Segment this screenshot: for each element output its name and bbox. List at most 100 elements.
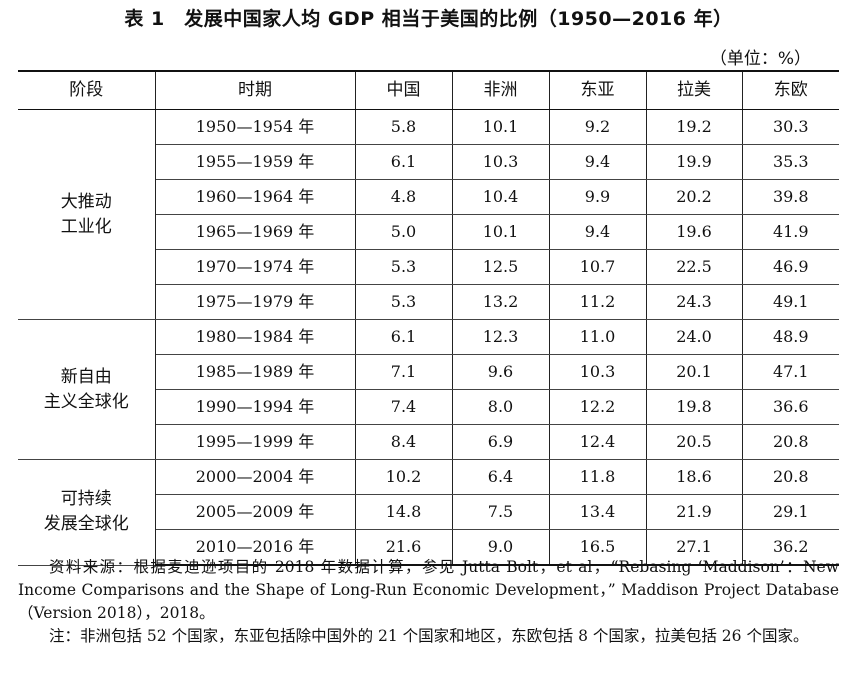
value-cell: 39.8 (741, 179, 839, 215)
unit-label: （单位：%） (709, 49, 811, 69)
value-cell: 20.5 (645, 424, 743, 460)
value-cell: 8.0 (451, 389, 550, 425)
footnote: 注：非洲包括 52 个国家，东亚包括除中国外的 21 个国家和地区，东欧包括 8… (49, 627, 809, 645)
table-row: 可持续 发展全球化 2000—2004 年 10.2 6.4 11.8 18.6 20.8 (18, 459, 839, 566)
value-cell: 7.4 (354, 389, 453, 425)
stage-cell: 新自由 主义全球化 (18, 319, 156, 460)
value-cell: 6.9 (451, 424, 550, 460)
value-cell: 27.1 (645, 529, 743, 566)
value-cell: 12.3 (451, 319, 550, 355)
value-cell: 12.2 (548, 389, 647, 425)
value-cell: 7.5 (451, 494, 550, 530)
table-row: 1965—1969 年 5.0 10.1 9.4 19.6 41.9 (18, 214, 839, 250)
value-cell: 48.9 (741, 319, 839, 355)
value-cell: 16.5 (548, 529, 647, 566)
value-cell: 9.9 (548, 179, 647, 215)
header-africa: 非洲 (451, 70, 550, 110)
stage-label-line2: 主义全球化 (43, 391, 129, 412)
value-cell: 6.1 (354, 144, 453, 180)
value-cell: 5.0 (354, 214, 453, 250)
table-row: 大推动 工业化 1950—1954 年 5.8 10.1 9.2 19.2 30.3 (18, 109, 839, 320)
value-cell: 9.4 (548, 214, 647, 250)
value-cell: 12.4 (548, 424, 647, 460)
period-cell: 1965—1969 年 (155, 214, 356, 250)
value-cell: 35.3 (741, 144, 839, 180)
value-cell: 21.9 (645, 494, 743, 530)
value-cell: 20.2 (645, 179, 743, 215)
value-cell: 14.8 (354, 494, 453, 530)
source-note: 资料来源：根据麦迪逊项目的 2018 年数据计算，参见 Jutta Bolt，e… (18, 558, 839, 622)
table-row: 2010—2016 年 21.6 9.0 16.5 27.1 36.2 (18, 529, 839, 566)
value-cell: 19.2 (645, 109, 743, 145)
table-row: 新自由 主义全球化 1980—1984 年 6.1 12.3 11.0 24.0 48.9 (18, 319, 839, 460)
value-cell: 19.9 (645, 144, 743, 180)
value-cell: 10.2 (354, 459, 453, 495)
value-cell: 24.3 (645, 284, 743, 320)
period-cell: 2005—2009 年 (155, 494, 356, 530)
period-cell: 1960—1964 年 (155, 179, 356, 215)
stage-cell: 大推动 工业化 (18, 109, 156, 320)
header-stage: 阶段 (18, 70, 156, 110)
data-table: 阶段 时期 中国 非洲 东亚 拉美 东欧 大推动 工业化 1950—1954 年 5.… (18, 70, 839, 566)
value-cell: 20.1 (645, 354, 743, 390)
value-cell: 11.2 (548, 284, 647, 320)
stage-label-line2: 发展全球化 (43, 514, 129, 535)
value-cell: 13.2 (451, 284, 550, 320)
value-cell: 9.0 (451, 529, 550, 566)
value-cell: 36.6 (741, 389, 839, 425)
table-row: 1995—1999 年 8.4 6.9 12.4 20.5 20.8 (18, 424, 839, 460)
value-cell: 10.7 (548, 249, 647, 285)
period-cell: 1980—1984 年 (154, 319, 356, 355)
value-cell: 10.3 (451, 144, 550, 180)
value-cell: 18.6 (645, 459, 743, 495)
table-row: 1970—1974 年 5.3 12.5 10.7 22.5 46.9 (18, 249, 839, 285)
value-cell: 5.3 (354, 249, 453, 285)
value-cell: 36.2 (741, 529, 839, 566)
value-cell: 10.1 (451, 214, 550, 250)
value-cell: 19.8 (645, 389, 743, 425)
value-cell: 24.0 (645, 319, 743, 355)
period-cell: 1955—1959 年 (155, 144, 356, 180)
value-cell: 5.8 (354, 109, 453, 145)
header-china: 中国 (354, 70, 453, 110)
table-row: 2005—2009 年 14.8 7.5 13.4 21.9 29.1 (18, 494, 839, 530)
value-cell: 30.3 (741, 109, 839, 145)
table-row: 1960—1964 年 4.8 10.4 9.9 20.2 39.8 (18, 179, 839, 215)
value-cell: 11.8 (548, 459, 647, 495)
value-cell: 9.4 (548, 144, 647, 180)
stage-cell: 可持续 发展全球化 (18, 459, 156, 566)
value-cell: 7.1 (354, 354, 453, 390)
header-period: 时期 (154, 70, 356, 110)
value-cell: 20.8 (741, 459, 839, 495)
value-cell: 10.3 (548, 354, 647, 390)
value-cell: 46.9 (741, 249, 839, 285)
period-cell: 1995—1999 年 (155, 424, 356, 460)
period-cell: 1950—1954 年 (154, 109, 356, 145)
value-cell: 29.1 (741, 494, 839, 530)
value-cell: 4.8 (354, 179, 453, 215)
value-cell: 21.6 (354, 529, 453, 566)
stage-label-line1: 新自由 (60, 366, 112, 387)
value-cell: 12.5 (451, 249, 550, 285)
value-cell: 11.0 (548, 319, 647, 355)
value-cell: 10.4 (451, 179, 550, 215)
period-cell: 1970—1974 年 (155, 249, 356, 285)
value-cell: 20.8 (741, 424, 839, 460)
value-cell: 6.4 (451, 459, 550, 495)
header-east-asia: 东亚 (548, 70, 647, 110)
stage-label-line1: 大推动 (60, 191, 112, 212)
value-cell: 9.6 (451, 354, 550, 390)
period-cell: 2010—2016 年 (155, 529, 356, 566)
header-eastern-europe: 东欧 (741, 70, 839, 110)
value-cell: 41.9 (741, 214, 839, 250)
value-cell: 22.5 (645, 249, 743, 285)
value-cell: 10.1 (451, 109, 550, 145)
value-cell: 9.2 (548, 109, 647, 145)
footnotes: 资料来源：根据麦迪逊项目的 2018 年数据计算，参见 Jutta Bolt，e… (18, 556, 839, 648)
stage-label-line2: 工业化 (60, 216, 112, 237)
header-latin-america: 拉美 (645, 70, 743, 110)
stage-label-line1: 可持续 (60, 489, 112, 510)
value-cell: 6.1 (354, 319, 453, 355)
value-cell: 49.1 (741, 284, 839, 320)
value-cell: 19.6 (645, 214, 743, 250)
